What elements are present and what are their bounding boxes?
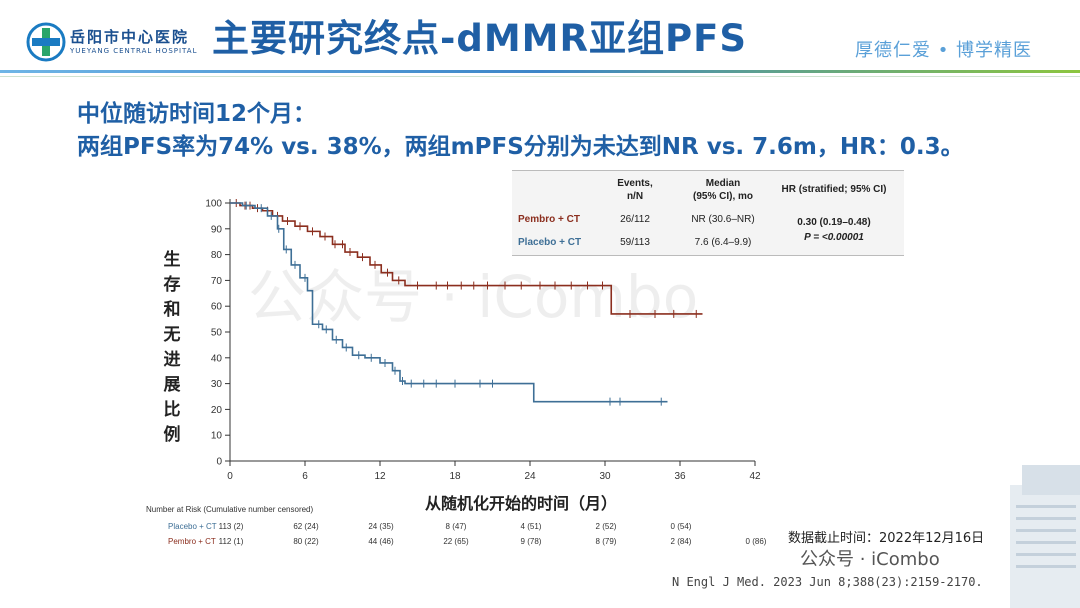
header-divider-thin	[0, 76, 1080, 77]
y-tick-label: 40	[211, 353, 223, 364]
at-risk-cell: 0 (86)	[745, 537, 767, 546]
p-value: P = <0.00001	[804, 232, 864, 243]
at-risk-group-pembro: Pembro + CT	[168, 537, 216, 546]
at-risk-cell: 80 (22)	[293, 537, 319, 546]
building-decoration	[1010, 465, 1080, 608]
at-risk-cell: 2 (84)	[670, 537, 692, 546]
x-tick-label: 12	[374, 471, 386, 482]
col-header-median: Median (95% CI), mo	[692, 178, 753, 202]
at-risk-cell: 44 (46)	[368, 537, 394, 546]
at-risk-group-placebo: Placebo + CT	[168, 522, 217, 531]
summary-line-1: 中位随访时间12个月：	[77, 101, 317, 127]
page-title: 主要研究终点-dMMR亚组PFS	[212, 17, 748, 60]
at-risk-cell: 2 (52)	[595, 522, 617, 531]
at-risk-cell: 62 (24)	[293, 522, 319, 531]
at-risk-cell: 0 (54)	[670, 522, 692, 531]
at-risk-cell: 112 (1)	[218, 537, 244, 546]
x-tick-label: 0	[227, 471, 233, 482]
row-group-pembro: Pembro + CT	[518, 214, 580, 225]
hospital-emblem-icon	[26, 22, 66, 62]
y-tick-label: 50	[211, 328, 223, 339]
col-header-hr: HR (stratified; 95% CI)	[781, 184, 887, 195]
x-axis-label: 从随机化开始的时间（月）	[425, 494, 618, 513]
y-tick-label: 70	[211, 276, 223, 287]
hazard-ratio: 0.30 (0.19–0.48)	[797, 217, 871, 228]
hospital-logo: 岳阳市中心医院 YUEYANG CENTRAL HOSPITAL	[22, 18, 196, 66]
summary-line-2: 两组PFS率为74% vs. 38%，两组mPFS分别为未达到NR vs. 7.…	[77, 134, 964, 160]
x-tick-label: 6	[302, 471, 308, 482]
at-risk-cell: 8 (47)	[445, 522, 467, 531]
y-axis-label: 生存和无进展比例	[163, 250, 181, 445]
at-risk-cell: 24 (35)	[368, 522, 394, 531]
row-group-placebo: Placebo + CT	[518, 237, 582, 248]
series-line-pembro-ct	[230, 202, 703, 315]
watermark-center: 公众号 · iCombo	[248, 263, 699, 331]
series-line-placebo-ct	[230, 202, 668, 403]
chart-series	[230, 199, 703, 406]
x-tick-label: 30	[599, 471, 611, 482]
at-risk-cell: 9 (78)	[520, 537, 542, 546]
row-events-placebo: 59/113	[620, 237, 650, 248]
col-header-events: Events, n/N	[617, 178, 653, 202]
x-tick-label: 36	[674, 471, 686, 482]
at-risk-title: Number at Risk (Cumulative number censor…	[146, 505, 314, 514]
y-tick-label: 20	[211, 405, 223, 416]
hospital-name-cn: 岳阳市中心医院	[70, 28, 190, 46]
hospital-name-en: YUEYANG CENTRAL HOSPITAL	[70, 47, 198, 55]
at-risk-cell: 4 (51)	[520, 522, 542, 531]
data-cutoff: 数据截止时间：2022年12月16日	[788, 531, 985, 546]
row-events-pembro: 26/112	[620, 214, 650, 225]
stats-table: Events, n/N Median (95% CI), mo HR (stra…	[512, 170, 904, 256]
y-tick-label: 80	[211, 250, 223, 261]
y-tick-label: 30	[211, 379, 223, 390]
y-tick-label: 10	[211, 431, 223, 442]
x-tick-label: 24	[524, 471, 536, 482]
header-divider	[0, 70, 1080, 73]
at-risk-cell: 8 (79)	[595, 537, 617, 546]
hospital-motto: 厚德仁爱 • 博学精医	[855, 40, 1033, 61]
chart-axes: 0 10 20 30 40 50 60 70 80 90 100 0 6 12 18 24 30 36 42	[205, 199, 761, 483]
watermark-corner: 公众号 · iCombo	[800, 549, 940, 570]
at-risk-cell: 22 (65)	[443, 537, 469, 546]
row-median-placebo: 7.6 (6.4–9.9)	[694, 237, 752, 248]
y-tick-label: 100	[205, 199, 222, 210]
x-tick-label: 42	[749, 471, 761, 482]
y-tick-label: 60	[211, 302, 223, 313]
row-median-pembro: NR (30.6–NR)	[691, 214, 755, 225]
x-tick-label: 18	[449, 471, 461, 482]
at-risk-cell: 113 (2)	[218, 522, 244, 531]
km-chart: 0 10 20 30 40 50 60 70 80 90 100 0 6 12 18 24 30 36 42	[205, 199, 761, 483]
y-tick-label: 0	[216, 457, 222, 468]
citation: N Engl J Med. 2023 Jun 8;388(23):2159-21…	[672, 575, 983, 589]
y-tick-label: 90	[211, 224, 223, 235]
